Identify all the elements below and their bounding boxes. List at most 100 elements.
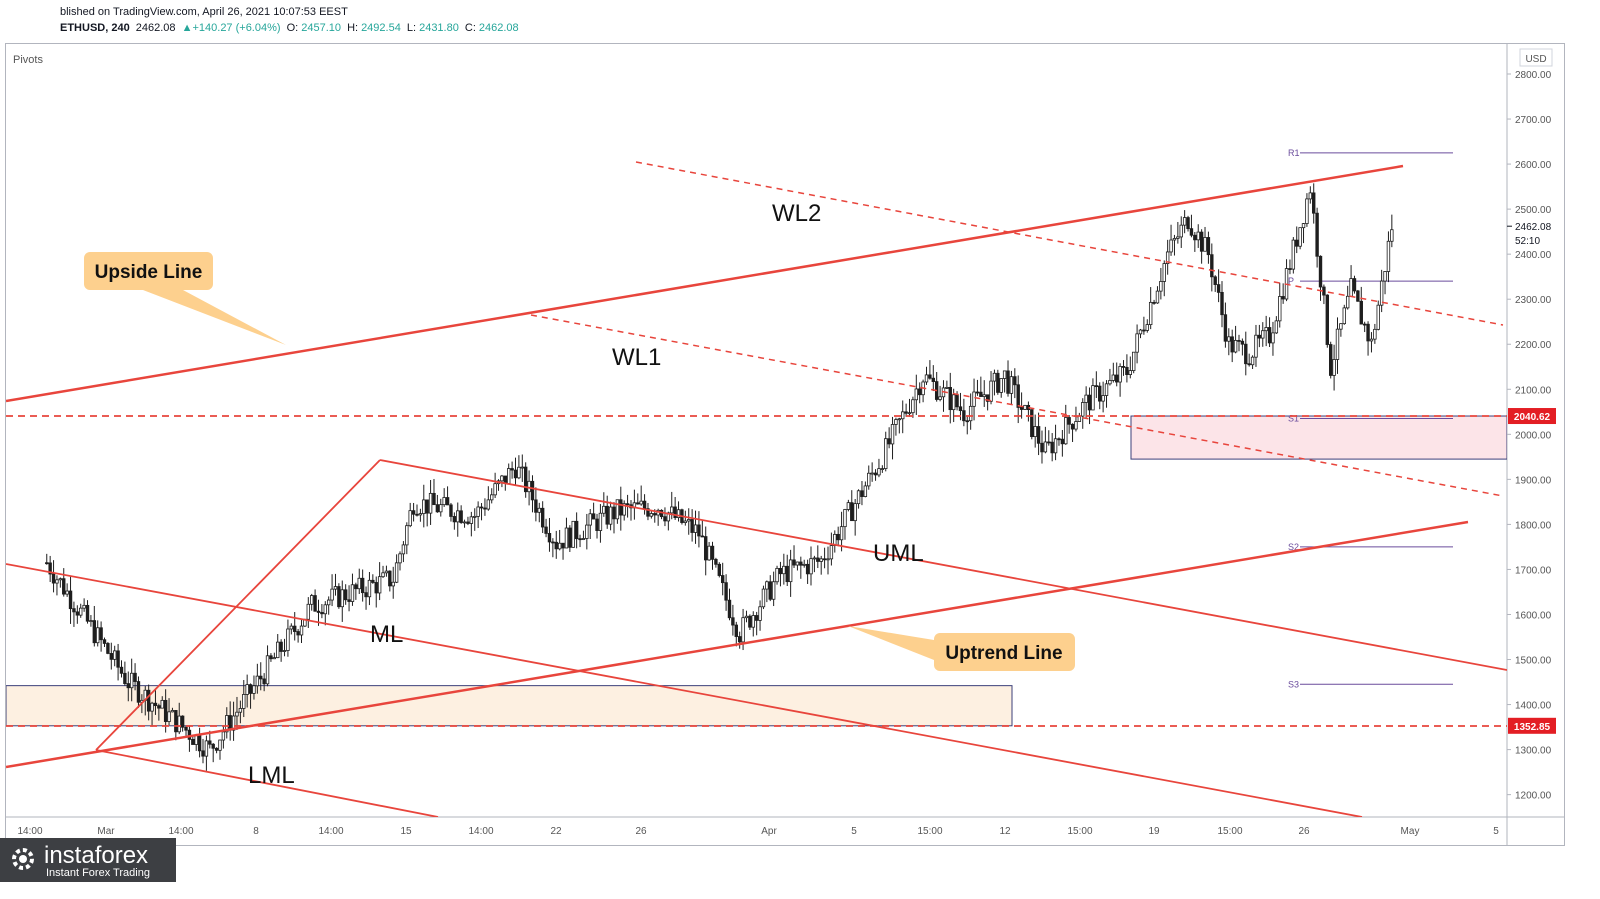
uml-line[interactable] xyxy=(379,459,1507,671)
x-tick-label: Apr xyxy=(761,826,777,837)
candle xyxy=(765,580,769,603)
pivot-label: P xyxy=(1288,276,1294,286)
candle xyxy=(704,526,708,576)
candle xyxy=(323,601,327,626)
candle xyxy=(343,584,348,605)
candle xyxy=(676,501,681,522)
resistance-zone[interactable] xyxy=(1130,415,1507,460)
candle xyxy=(79,603,83,618)
candle xyxy=(557,529,562,551)
candle xyxy=(425,499,429,527)
candle xyxy=(554,530,558,559)
candle xyxy=(1152,299,1156,305)
candle xyxy=(1216,269,1221,303)
support-zone[interactable] xyxy=(6,685,1013,727)
candle xyxy=(483,498,487,516)
chart-frame[interactable] xyxy=(5,43,1565,846)
candle xyxy=(683,510,688,526)
candle xyxy=(354,582,358,600)
wl2-label: WL2 xyxy=(772,200,821,227)
ml-line[interactable] xyxy=(6,563,1363,817)
candle xyxy=(754,611,759,636)
candle xyxy=(819,555,823,575)
candle xyxy=(309,593,314,611)
candle xyxy=(873,469,878,481)
candle xyxy=(720,562,725,596)
candle xyxy=(367,571,372,606)
candle xyxy=(160,696,164,709)
lml-line[interactable] xyxy=(95,749,439,817)
candle xyxy=(1121,360,1126,376)
candle xyxy=(748,614,752,631)
candle xyxy=(272,652,277,660)
time-axis[interactable]: 14:00 Mar 14:00 8 14:00 15 14:00 22 26 Apr 5 15:00 1… xyxy=(17,826,1499,837)
pitchfork-handle[interactable] xyxy=(95,459,381,751)
candle xyxy=(1267,317,1272,348)
candle xyxy=(1288,259,1292,275)
candle xyxy=(1257,324,1262,348)
candle xyxy=(279,639,283,662)
candle xyxy=(1077,412,1082,422)
candle xyxy=(1295,226,1299,254)
candle xyxy=(374,576,378,608)
candle xyxy=(62,568,66,597)
upside-line-callout[interactable]: Upside Line xyxy=(84,252,286,345)
price-axis[interactable]: 2800.00 2700.00 2600.00 2500.00 2400.00 2300.… xyxy=(1507,70,1552,802)
candle xyxy=(836,526,840,547)
candle xyxy=(744,610,749,623)
candle xyxy=(962,398,966,427)
candle xyxy=(826,546,830,575)
uml-label: UML xyxy=(873,540,924,567)
candle xyxy=(1233,325,1238,354)
candle xyxy=(1186,215,1190,232)
candle xyxy=(479,503,484,521)
candle xyxy=(727,588,732,621)
candle xyxy=(299,619,304,644)
y-tick-label: 1400.00 xyxy=(1515,701,1552,712)
price-change: ▲+140.27 (+6.04%) xyxy=(181,22,281,34)
x-tick-label: 14:00 xyxy=(468,826,493,837)
candle xyxy=(1094,371,1099,398)
candle xyxy=(55,575,59,596)
candle xyxy=(717,562,721,578)
uptrend-line[interactable] xyxy=(6,520,1469,769)
candle xyxy=(632,489,637,520)
candle xyxy=(177,702,181,735)
uptrend-line-callout[interactable]: Uptrend Line xyxy=(848,626,1075,671)
wl2-line[interactable] xyxy=(635,161,1504,326)
candle xyxy=(1339,323,1343,337)
y-tick-label: 2200.00 xyxy=(1515,340,1552,351)
candle xyxy=(167,698,171,726)
candle xyxy=(85,600,90,624)
last-price-label: 2462.08 xyxy=(1515,222,1552,233)
candle xyxy=(1023,404,1027,410)
currency-box[interactable] xyxy=(1519,48,1553,67)
x-tick-label: 14:00 xyxy=(17,826,42,837)
candle xyxy=(360,569,365,602)
candle xyxy=(1040,430,1044,464)
candle xyxy=(1379,269,1384,313)
candle xyxy=(157,703,161,721)
candle xyxy=(907,398,912,417)
candle xyxy=(578,534,582,548)
candle xyxy=(191,736,195,745)
candle xyxy=(771,571,776,607)
candle xyxy=(1335,317,1340,374)
y-tick-label: 1200.00 xyxy=(1515,791,1552,802)
symbol-label[interactable]: ETHUSD, 240 xyxy=(60,22,130,34)
candle xyxy=(646,502,650,521)
upside-line[interactable] xyxy=(6,164,1404,403)
candle xyxy=(340,580,344,622)
candle xyxy=(911,396,915,418)
indicator-label[interactable]: Pivots xyxy=(13,54,43,66)
y-tick-label: 1500.00 xyxy=(1515,656,1552,667)
candle xyxy=(1176,221,1180,244)
candle xyxy=(598,504,603,543)
candle xyxy=(150,701,154,727)
candle xyxy=(608,501,613,531)
candle xyxy=(218,739,222,760)
candle xyxy=(496,479,501,491)
candle xyxy=(1356,289,1360,302)
candle xyxy=(415,504,419,517)
